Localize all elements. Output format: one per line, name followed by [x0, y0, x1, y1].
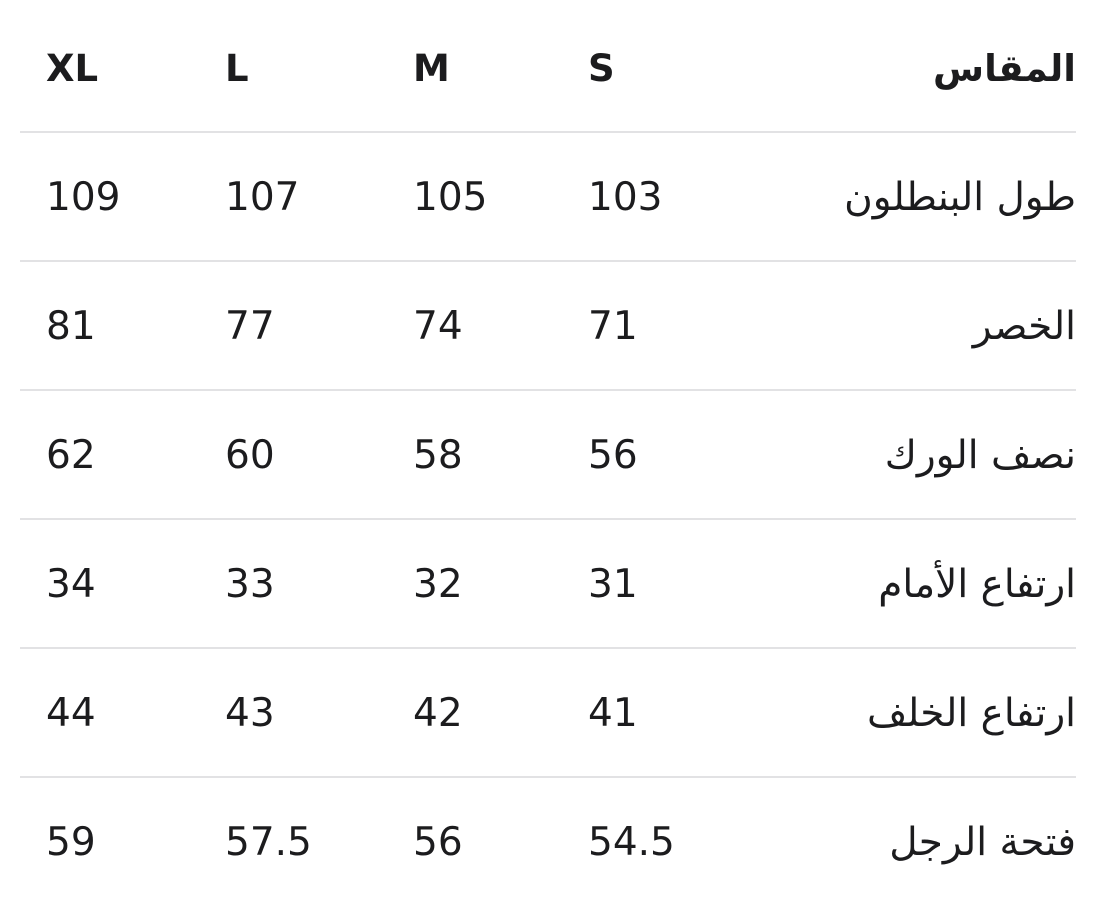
value-size-s: 71: [588, 304, 638, 349]
value-size-xl: 81: [46, 304, 96, 349]
header-size-xl: XL: [46, 47, 99, 90]
value-size-m: 105: [413, 175, 488, 220]
value-size-s: 103: [588, 175, 663, 220]
table-header-row: المقاس S M L XL: [20, 4, 1076, 133]
value-size-s: 54.5: [588, 820, 675, 865]
header-size-m: M: [413, 47, 450, 90]
row-divider: [20, 776, 1076, 778]
value-size-m: 56: [413, 820, 463, 865]
measurement-label: ارتفاع الأمام: [878, 562, 1076, 607]
value-size-m: 42: [413, 691, 463, 736]
table-row: طول البنطلون 103 105 107 109: [20, 133, 1076, 262]
measurement-label: نصف الورك: [884, 433, 1076, 478]
measurement-label: فتحة الرجل: [889, 820, 1076, 865]
table-row: ارتفاع الأمام 31 32 33 34: [20, 520, 1076, 649]
table-row: فتحة الرجل 54.5 56 57.5 59: [20, 778, 1076, 907]
measurement-label: الخصر: [972, 304, 1076, 349]
row-divider: [20, 518, 1076, 520]
value-size-xl: 59: [46, 820, 96, 865]
value-size-m: 32: [413, 562, 463, 607]
header-size-s: S: [588, 47, 615, 90]
value-size-l: 57.5: [225, 820, 312, 865]
row-divider: [20, 131, 1076, 133]
value-size-s: 56: [588, 433, 638, 478]
value-size-l: 33: [225, 562, 275, 607]
value-size-m: 58: [413, 433, 463, 478]
row-divider: [20, 260, 1076, 262]
header-size-label: المقاس: [933, 47, 1076, 90]
value-size-m: 74: [413, 304, 463, 349]
value-size-xl: 34: [46, 562, 96, 607]
measurement-label: ارتفاع الخلف: [867, 691, 1076, 736]
value-size-s: 41: [588, 691, 638, 736]
value-size-l: 77: [225, 304, 275, 349]
table-row: نصف الورك 56 58 60 62: [20, 391, 1076, 520]
value-size-xl: 62: [46, 433, 96, 478]
row-divider: [20, 647, 1076, 649]
header-size-l: L: [225, 47, 249, 90]
value-size-s: 31: [588, 562, 638, 607]
value-size-l: 43: [225, 691, 275, 736]
measurement-label: طول البنطلون: [844, 175, 1076, 220]
row-divider: [20, 389, 1076, 391]
value-size-l: 107: [225, 175, 300, 220]
value-size-xl: 109: [46, 175, 121, 220]
table-row: ارتفاع الخلف 41 42 43 44: [20, 649, 1076, 778]
table-row: الخصر 71 74 77 81: [20, 262, 1076, 391]
value-size-l: 60: [225, 433, 275, 478]
value-size-xl: 44: [46, 691, 96, 736]
